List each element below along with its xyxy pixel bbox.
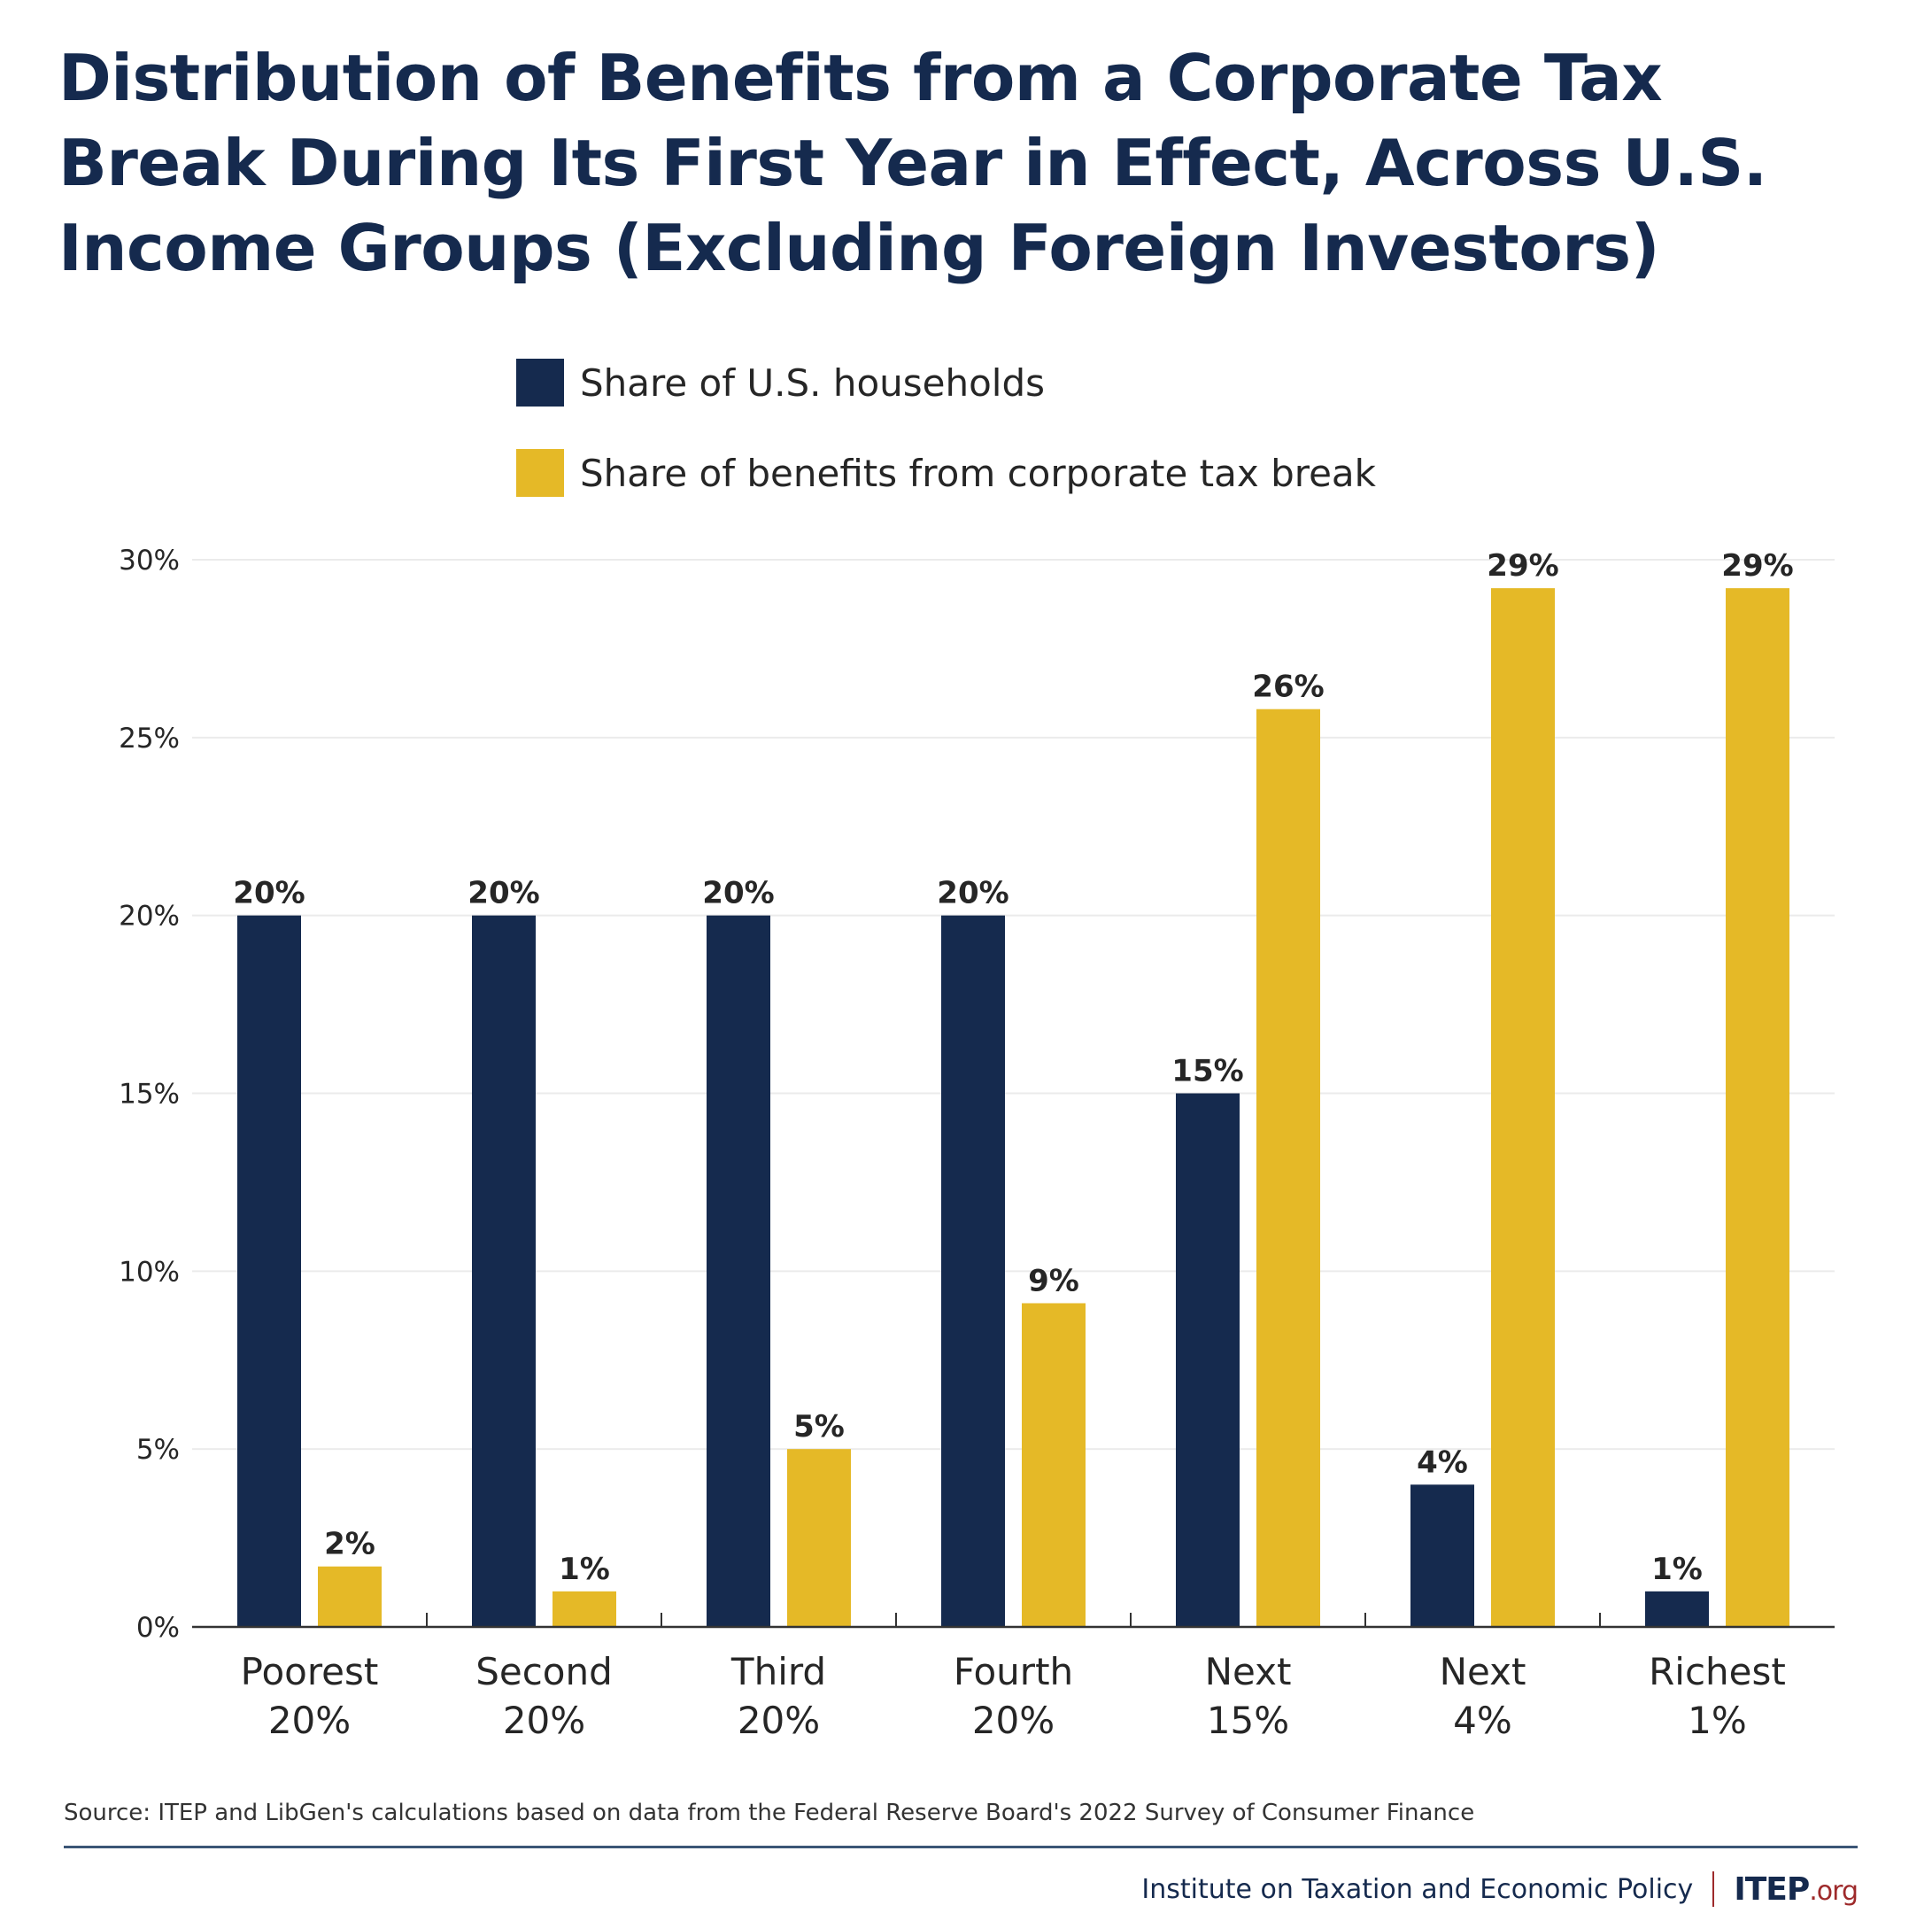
legend-swatch-benefits (516, 449, 564, 497)
x-category-label: Fourth (954, 1650, 1073, 1693)
x-category-label: 15% (1207, 1699, 1289, 1742)
y-tick-label: 15% (119, 1079, 180, 1111)
data-label-benefits: 1% (559, 1552, 610, 1587)
data-label-benefits: 5% (793, 1409, 845, 1444)
bar-households (1176, 1093, 1240, 1627)
footer-divider (64, 1846, 1858, 1848)
bar-chart: 0% 5% 10% 15% 20% 25% 30% 20% 2% 20% 1% 20% 5% 20% 9%… (119, 545, 1835, 1742)
bar-benefits (318, 1566, 382, 1627)
data-labels: 20% 2% 20% 1% 20% 5% 20% 9% 15% 26% 4% 29% 1% 29% (233, 548, 1793, 1587)
bar-benefits (1491, 588, 1555, 1628)
data-label-households: 20% (702, 876, 774, 911)
bar-households (1410, 1484, 1474, 1627)
bar-benefits (787, 1449, 851, 1627)
bar-households (941, 915, 1005, 1627)
y-tick-label: 5% (136, 1434, 180, 1466)
chart-title: Distribution of Benefits from a Corporat… (58, 35, 1882, 290)
bar-households (237, 915, 301, 1627)
x-category-label: 20% (268, 1699, 351, 1742)
x-category-label: Next (1205, 1650, 1292, 1693)
bar-households (472, 915, 536, 1627)
bars (237, 588, 1789, 1628)
data-label-benefits: 9% (1028, 1263, 1079, 1298)
data-label-households: 20% (233, 876, 305, 911)
x-category-label: Poorest (241, 1650, 379, 1693)
data-label-households: 15% (1171, 1054, 1243, 1089)
x-category-label: 20% (738, 1699, 820, 1742)
chart-title-line-3: Income Groups (Excluding Foreign Investo… (58, 211, 1660, 285)
y-axis-ticks: 0% 5% 10% 15% 20% 25% 30% (119, 545, 180, 1644)
data-label-households: 20% (468, 876, 539, 911)
y-tick-label: 30% (119, 545, 180, 577)
x-category-label: 1% (1688, 1699, 1747, 1742)
x-axis (192, 1613, 1835, 1629)
x-axis-labels: Poorest 20% Second 20% Third 20% Fourth 20% Next… (241, 1650, 1786, 1742)
x-category-label: 20% (503, 1699, 585, 1742)
data-label-households: 20% (937, 876, 1009, 911)
x-category-label: Third (730, 1650, 826, 1693)
x-category-label: 20% (972, 1699, 1055, 1742)
bar-benefits (553, 1591, 616, 1627)
x-category-label: 4% (1453, 1699, 1512, 1742)
brand-separator (1712, 1871, 1715, 1907)
data-label-benefits: 26% (1252, 670, 1324, 705)
data-label-households: 1% (1651, 1552, 1703, 1587)
org-name: Institute on Taxation and Economic Polic… (1141, 1873, 1694, 1905)
logo-suffix: .org (1809, 1875, 1859, 1907)
y-tick-label: 25% (119, 723, 180, 755)
bar-households (1645, 1591, 1709, 1627)
x-category-label: Second (475, 1650, 613, 1693)
legend-label-benefits: Share of benefits from corporate tax bre… (580, 452, 1376, 495)
data-label-benefits: 29% (1487, 548, 1558, 584)
source-note: Source: ITEP and LibGen's calculations b… (64, 1800, 1475, 1826)
chart-title-line-1: Distribution of Benefits from a Corporat… (58, 41, 1663, 115)
y-tick-label: 20% (119, 901, 180, 933)
y-tick-label: 0% (136, 1612, 180, 1644)
y-tick-label: 10% (119, 1256, 180, 1288)
bar-benefits (1256, 709, 1320, 1628)
data-label-benefits: 2% (324, 1527, 375, 1562)
itep-logo: ITEP.org (1734, 1870, 1859, 1908)
data-label-benefits: 29% (1721, 548, 1793, 584)
x-category-label: Next (1440, 1650, 1526, 1693)
bar-benefits (1726, 588, 1789, 1628)
logo-main: ITEP (1734, 1870, 1810, 1908)
bar-benefits (1022, 1303, 1086, 1627)
bar-households (707, 915, 770, 1627)
data-label-households: 4% (1417, 1444, 1468, 1480)
chart-title-line-2: Break During Its First Year in Effect, A… (58, 126, 1767, 200)
footer-brand: Institute on Taxation and Economic Polic… (1141, 1867, 1859, 1911)
legend-swatch-households (516, 359, 564, 407)
gridlines (192, 559, 1835, 1451)
x-category-label: Richest (1649, 1650, 1786, 1693)
legend-label-households: Share of U.S. households (580, 361, 1046, 405)
